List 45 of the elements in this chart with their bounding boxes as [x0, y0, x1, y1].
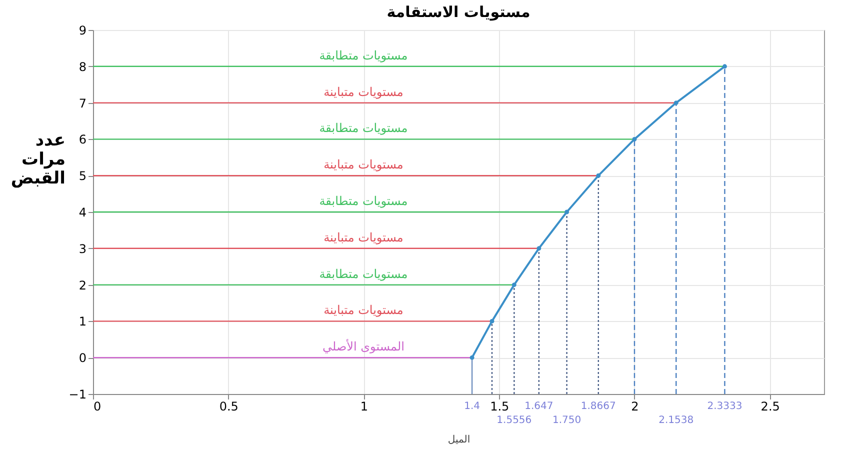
point [490, 318, 494, 324]
point [470, 355, 474, 360]
y-tick-label: 7 [78, 96, 86, 110]
point [536, 246, 542, 251]
point [596, 173, 601, 178]
x-tick-label: 1 [360, 400, 368, 414]
point [632, 136, 637, 142]
x-axis-title: الميل [448, 434, 470, 446]
series-label: مستويات متباينة [324, 303, 404, 318]
point [512, 282, 516, 288]
y-tick-label: 3 [78, 242, 86, 256]
y-tick-label: 9 [78, 24, 86, 38]
annotation: 2.3333 [707, 401, 742, 412]
series-label: مستويات متطابقة [319, 194, 408, 208]
series-label: مستويات متطابقة [319, 48, 408, 62]
y-tick-label: 5 [78, 169, 86, 184]
y-tick-label: 2 [78, 278, 86, 292]
point [722, 64, 727, 69]
annotation: 1.4 [464, 401, 480, 412]
y-tick-label: 1 [78, 314, 86, 329]
x-tick-label: 1.5 [490, 400, 510, 414]
x-tick-label: 2.5 [760, 400, 780, 414]
point [674, 100, 678, 106]
series-label: مستويات متباينة [324, 84, 404, 99]
annotation: 1.8667 [580, 401, 616, 412]
series-label: مستويات متباينة [324, 230, 404, 244]
series-label: مستويات متطابقة [319, 121, 408, 136]
series-label: مستويات متطابقة [319, 266, 408, 281]
y-tick-label: 6 [78, 132, 86, 147]
y-axis-title: عدد مرات القبض [10, 130, 66, 188]
x-tick-label: 0 [94, 400, 102, 414]
annotation: 1.647 [524, 401, 554, 412]
y-tick-label: 0 [78, 351, 86, 366]
y-tick-label: 4 [78, 206, 86, 220]
x-tick-label: 2 [631, 400, 639, 414]
series-label: مستويات متباينة [324, 158, 404, 172]
y-tick-label: −1 [68, 388, 86, 402]
annotation: 1.750 [552, 415, 582, 426]
chart-title: مستويات الاستقامة [386, 3, 530, 21]
x-tick-label: 0.5 [219, 400, 238, 414]
annotation: 2.1538 [658, 415, 694, 426]
y-tick-label: 8 [78, 60, 86, 74]
point [564, 210, 570, 214]
annotation: 1.5556 [496, 415, 532, 426]
series-label: المستوى الأصلي [322, 338, 404, 354]
